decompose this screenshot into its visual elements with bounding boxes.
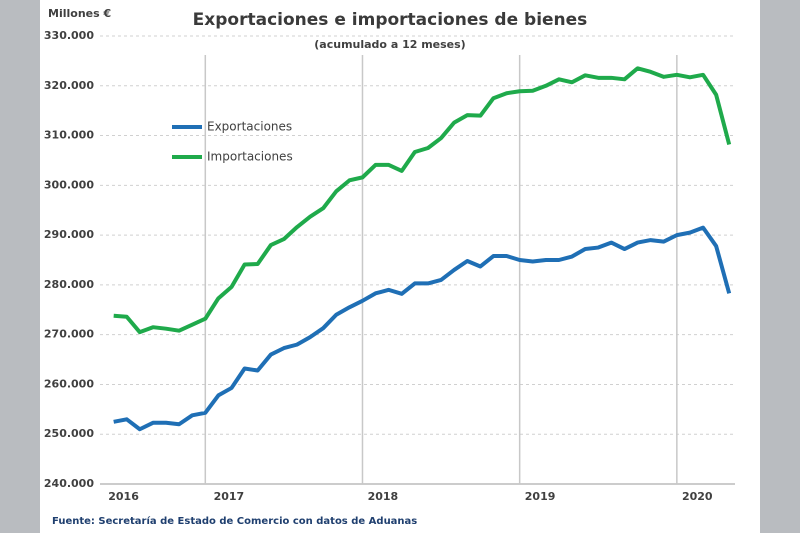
line-series	[113, 66, 732, 335]
x-tick-label: 2018	[368, 490, 399, 503]
x-tick-label: 2020	[682, 490, 713, 503]
x-tick-label: 2017	[214, 490, 245, 503]
y-tick-label: 250.000	[44, 427, 94, 440]
y-tick-label: 240.000	[44, 477, 94, 490]
chart-title: Exportaciones e importaciones de bienes	[193, 10, 588, 30]
source: Fuente: Secretaría de Estado de Comercio…	[52, 515, 417, 527]
y-axis-label: Millones €	[48, 7, 111, 20]
y-tick-label: 300.000	[44, 178, 94, 191]
panel	[40, 0, 760, 533]
legend-label: Exportaciones	[207, 120, 292, 134]
y-tick-label: 310.000	[44, 129, 94, 142]
y-tick-label: 290.000	[44, 228, 94, 241]
y-tick-label: 270.000	[44, 328, 94, 341]
x-tick-label: 2016	[108, 490, 139, 503]
y-tick-label: 280.000	[44, 278, 94, 291]
line-series	[113, 225, 732, 432]
x-tick-label: 2019	[525, 490, 556, 503]
chart-subtitle: (acumulado a 12 meses)	[314, 38, 465, 51]
y-tick-label: 320.000	[44, 79, 94, 92]
legend-label: Importaciones	[207, 150, 293, 164]
y-tick-label: 330.000	[44, 29, 94, 42]
y-tick-label: 260.000	[44, 377, 94, 390]
